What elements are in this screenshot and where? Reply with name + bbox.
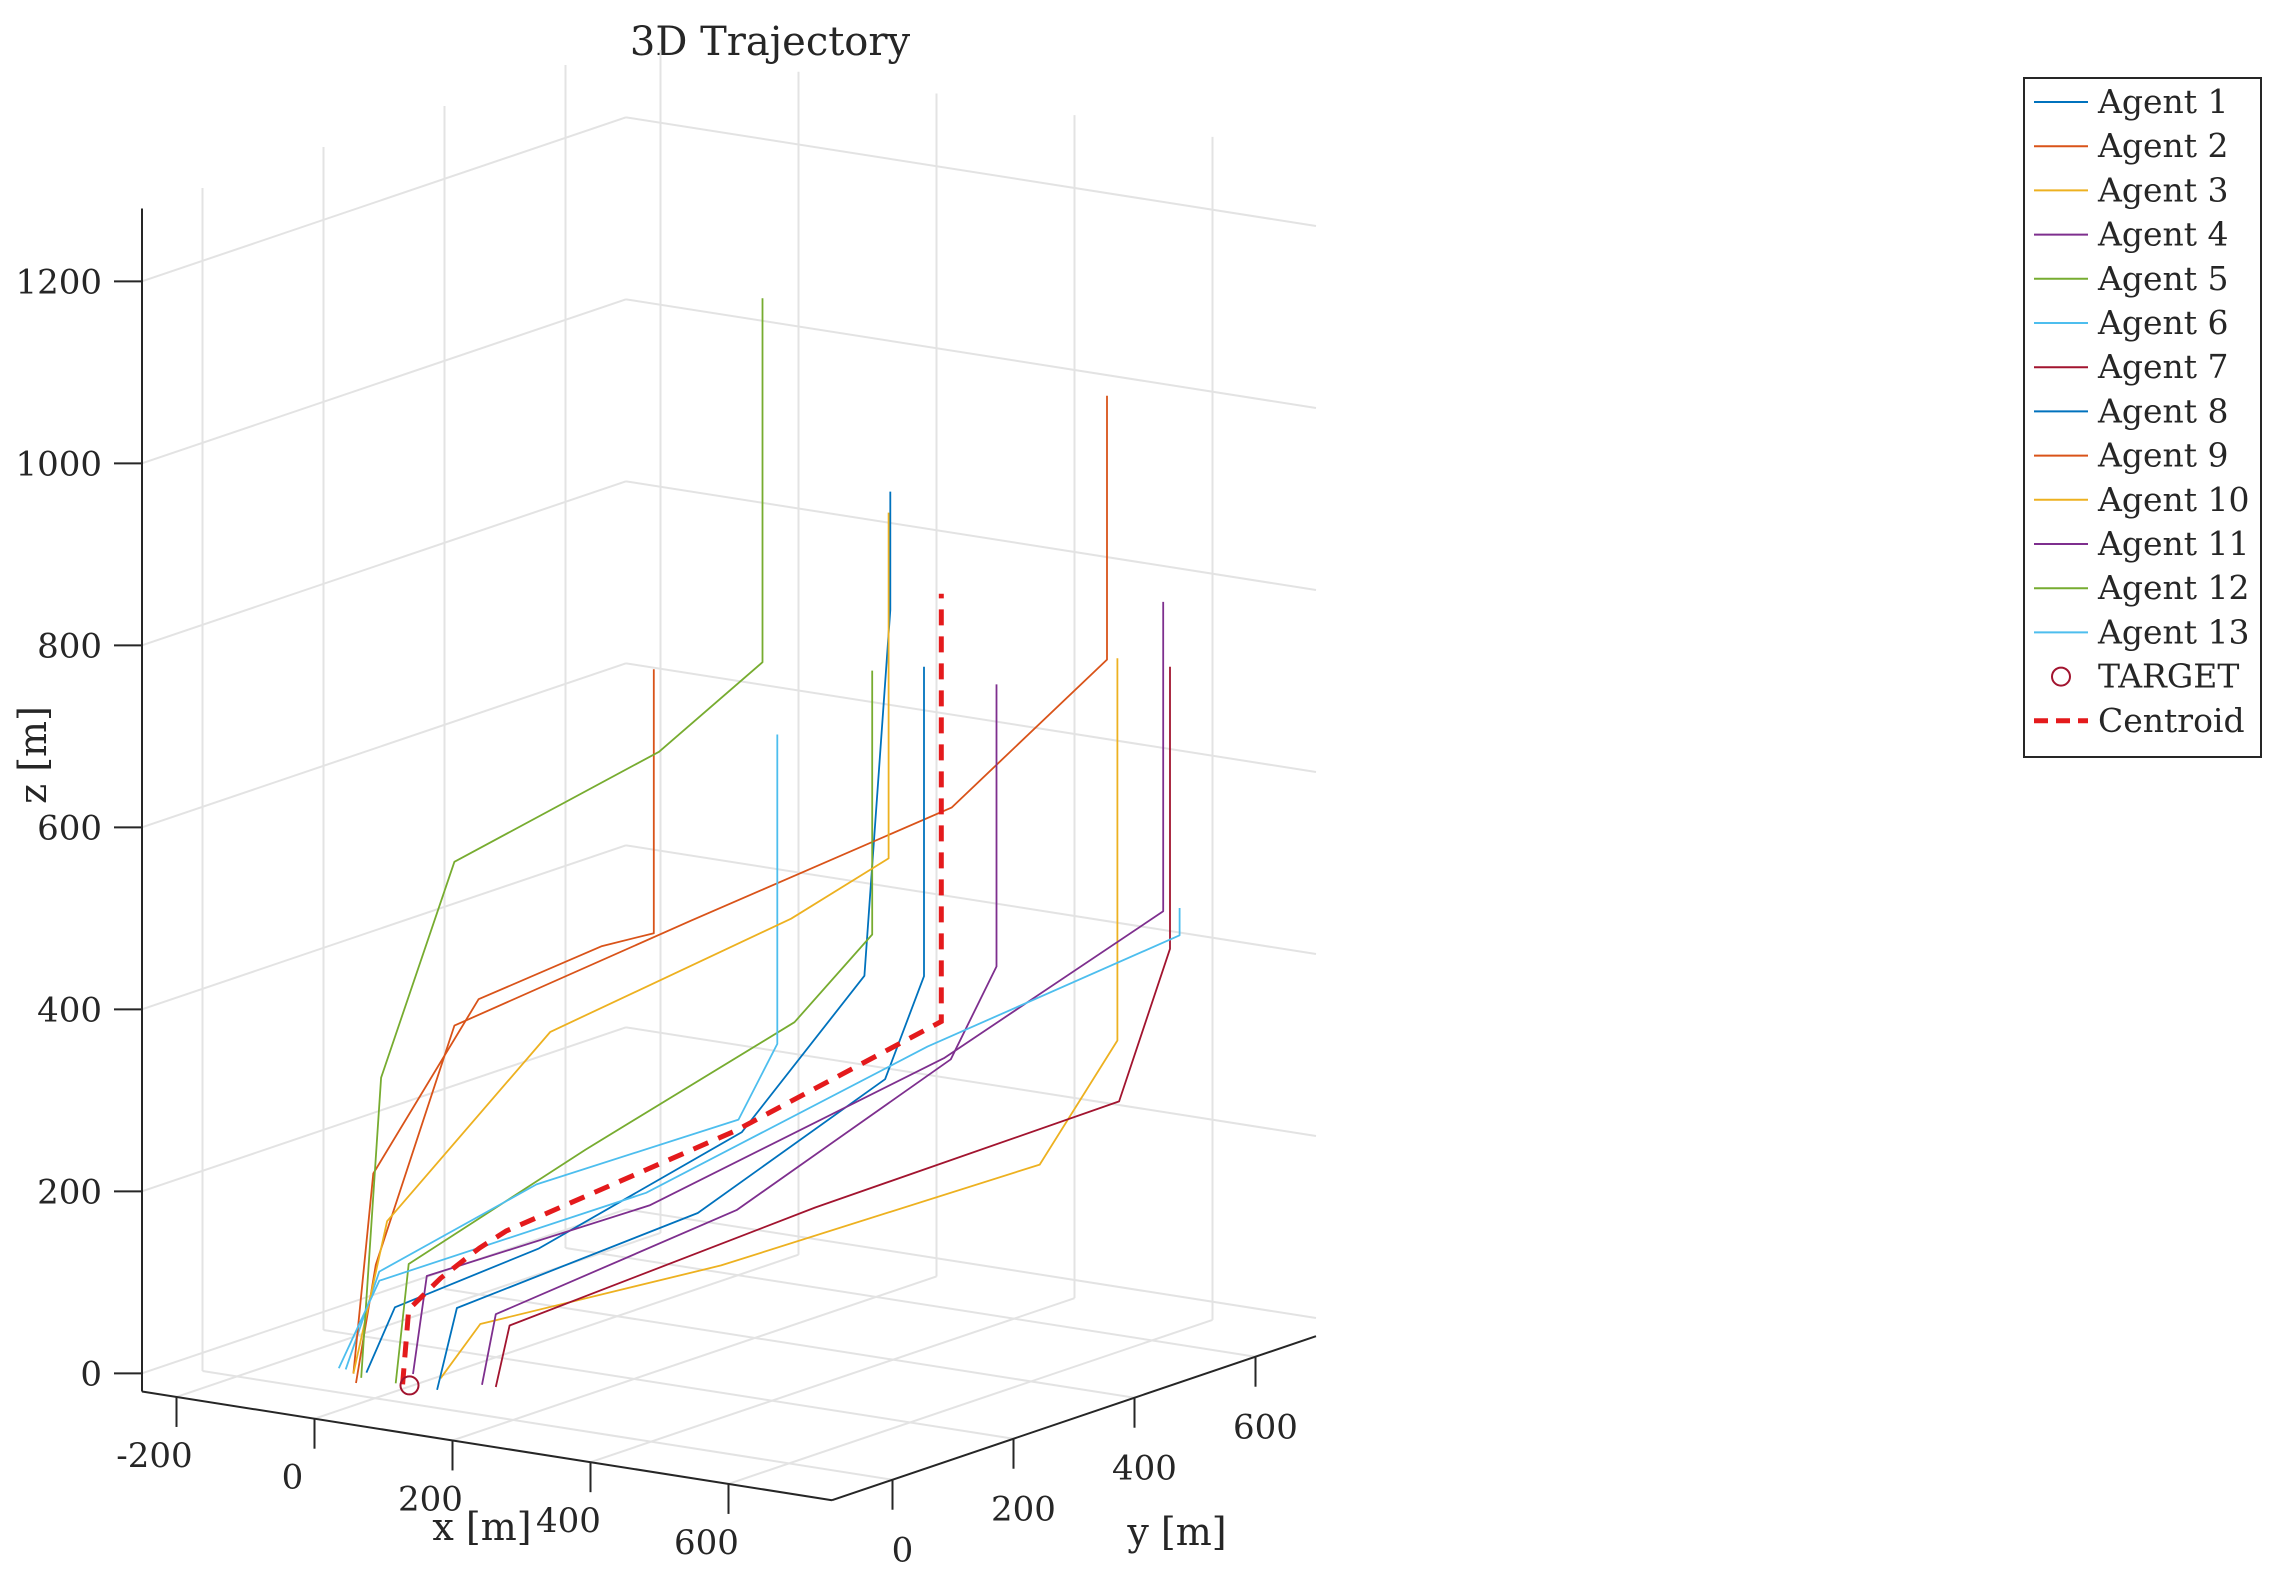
z-tick-label: 800 bbox=[37, 626, 102, 666]
grid-line bbox=[625, 1208, 1317, 1320]
series-line bbox=[494, 666, 1171, 1388]
z-tick-label: 600 bbox=[37, 808, 102, 848]
z-tick-label: 1200 bbox=[15, 262, 102, 302]
grid-line bbox=[202, 1370, 893, 1481]
series-line bbox=[360, 298, 764, 1378]
x-axis-line bbox=[141, 1390, 833, 1502]
grid-line bbox=[141, 662, 627, 829]
y-axis-label: y [m] bbox=[1126, 1510, 1226, 1554]
legend: Agent 1 Agent 2 Agent 3 Agent 4 Agent 5 Agent… bbox=[2023, 77, 2262, 758]
grid-line bbox=[314, 1253, 799, 1420]
x-tick-label: 400 bbox=[536, 1501, 601, 1541]
series-line bbox=[365, 491, 892, 1373]
y-tick-label: 400 bbox=[1112, 1449, 1177, 1489]
z-tick-label: 1000 bbox=[15, 444, 102, 484]
series-line bbox=[394, 670, 874, 1384]
x-tick-label: 0 bbox=[282, 1458, 304, 1498]
grid-line bbox=[728, 1318, 1213, 1485]
x-tick-label: 600 bbox=[674, 1523, 739, 1563]
y-tick-label: 200 bbox=[991, 1490, 1056, 1530]
series-line bbox=[355, 395, 1108, 1384]
legend-label: Agent 2 bbox=[2097, 126, 2229, 165]
series-line bbox=[481, 684, 998, 1385]
grid-line bbox=[565, 1247, 1256, 1358]
legend-label: Agent 5 bbox=[2097, 259, 2229, 298]
z-tick-label: 0 bbox=[80, 1354, 102, 1394]
x-tick-label: -200 bbox=[116, 1436, 192, 1476]
series-line bbox=[352, 669, 655, 1374]
legend-label: Agent 7 bbox=[2097, 347, 2229, 386]
grid-line bbox=[141, 1208, 627, 1375]
centroid-line bbox=[400, 593, 944, 1385]
grid-line bbox=[625, 298, 1317, 410]
series-line bbox=[436, 666, 925, 1391]
z-axis-label: z [m] bbox=[11, 706, 55, 804]
legend-label: Centroid bbox=[2098, 701, 2245, 740]
legend-label: Agent 3 bbox=[2097, 170, 2229, 209]
grid-line bbox=[141, 480, 627, 647]
grid-line bbox=[141, 1026, 627, 1193]
grid-line bbox=[444, 1288, 1135, 1399]
legend-label: Agent 6 bbox=[2097, 303, 2229, 342]
series-line bbox=[337, 908, 1181, 1369]
legend-label: Agent 12 bbox=[2097, 568, 2249, 607]
series-line bbox=[344, 734, 779, 1370]
grid-line bbox=[323, 1329, 1014, 1440]
legend-label: Agent 1 bbox=[2097, 82, 2229, 121]
series-line bbox=[439, 658, 1119, 1379]
grid-lines bbox=[141, 49, 1317, 1485]
grid-line bbox=[141, 298, 627, 465]
chart-title: 3D Trajectory bbox=[630, 19, 911, 65]
target-marker bbox=[399, 1375, 420, 1396]
legend-label: Agent 4 bbox=[2097, 215, 2229, 254]
legend-swatch bbox=[2051, 666, 2071, 687]
series-line bbox=[412, 601, 1165, 1375]
plot-series bbox=[337, 298, 1181, 1396]
y-tick-label: 0 bbox=[892, 1531, 914, 1571]
series-line bbox=[352, 512, 890, 1374]
grid-line bbox=[625, 480, 1317, 592]
grid-line bbox=[625, 844, 1317, 956]
legend-label: Agent 11 bbox=[2097, 524, 2249, 563]
grid-line bbox=[625, 116, 1317, 228]
grid-line bbox=[625, 1026, 1317, 1138]
legend-label: Agent 8 bbox=[2097, 391, 2229, 430]
grid-line bbox=[141, 116, 627, 283]
legend-label: Agent 13 bbox=[2097, 612, 2249, 651]
axes: -200 0 200 400 600 0 200 400 600 0 200 400 600 800 100… bbox=[15, 208, 1317, 1571]
legend-label: Agent 9 bbox=[2097, 436, 2229, 475]
x-tick-label: 200 bbox=[398, 1479, 463, 1519]
grid-line bbox=[141, 844, 627, 1011]
grid-line bbox=[452, 1275, 937, 1442]
grid-line bbox=[590, 1297, 1075, 1464]
x-axis-label: x [m] bbox=[432, 1505, 531, 1549]
legend-label: Agent 10 bbox=[2097, 480, 2249, 519]
legend-label: TARGET bbox=[2098, 657, 2239, 696]
z-tick-label: 400 bbox=[37, 990, 102, 1030]
y-axis-line bbox=[831, 1335, 1317, 1502]
y-tick-label: 600 bbox=[1233, 1408, 1298, 1448]
z-tick-label: 200 bbox=[37, 1172, 102, 1212]
